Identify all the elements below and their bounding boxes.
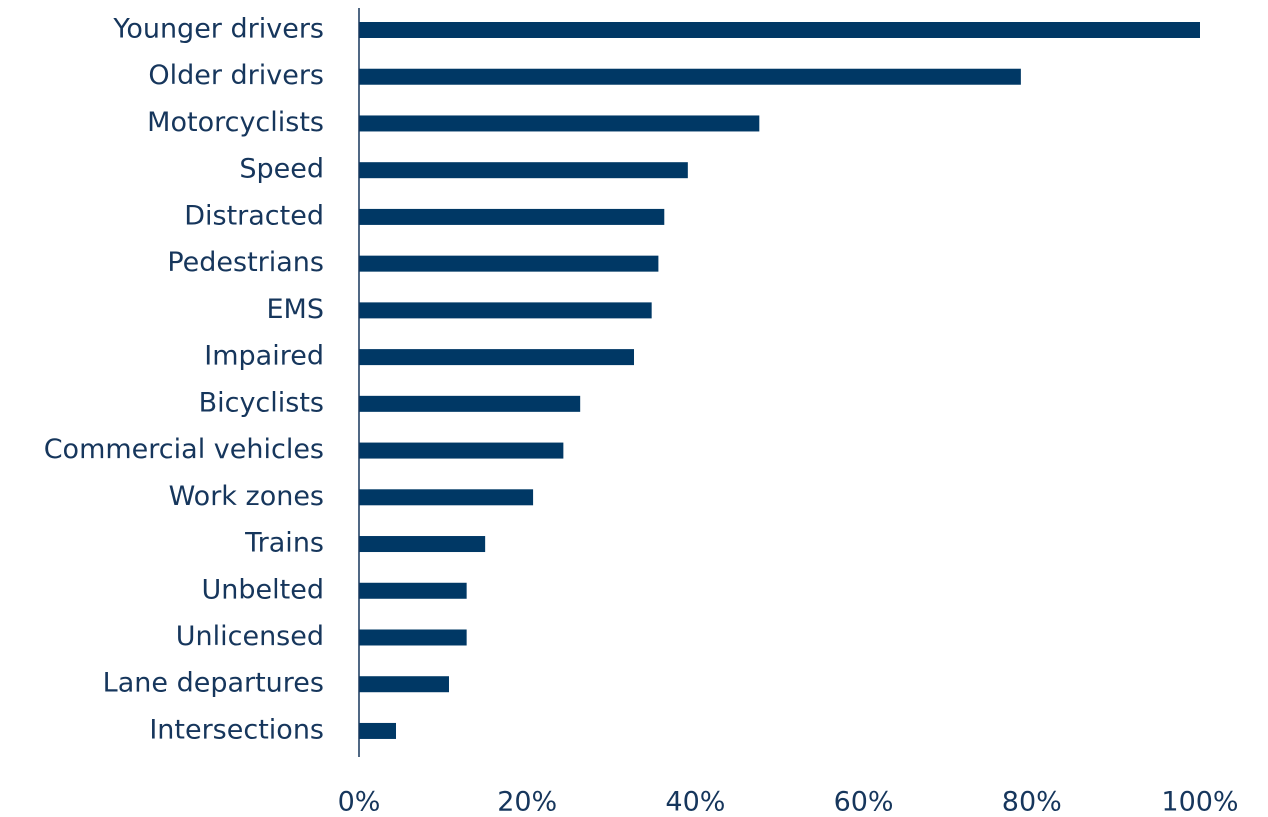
y-tick-label: Unlicensed xyxy=(176,621,324,652)
bar xyxy=(359,349,635,366)
y-tick-label: EMS xyxy=(267,294,325,325)
y-tick-label: Bicyclists xyxy=(199,387,324,418)
x-tick-label: 40% xyxy=(665,787,725,817)
x-tick-label: 100% xyxy=(1161,787,1238,817)
bar xyxy=(359,115,760,132)
y-tick-label: Motorcyclists xyxy=(147,107,324,138)
bar xyxy=(359,208,665,225)
bar xyxy=(359,68,1021,85)
y-tick-label: Trains xyxy=(244,528,324,559)
y-tick-label: Work zones xyxy=(169,481,324,512)
bar xyxy=(359,22,1200,38)
y-tick-label: Impaired xyxy=(204,341,324,372)
y-tick-label: Intersections xyxy=(149,714,324,745)
y-tick-label: Distracted xyxy=(184,200,324,231)
x-tick-label: 60% xyxy=(834,787,894,817)
y-tick-label: Older drivers xyxy=(148,60,324,91)
bar xyxy=(359,676,449,693)
bar xyxy=(359,255,659,272)
bar xyxy=(359,489,534,506)
y-tick-label: Unbelted xyxy=(202,574,324,605)
bar xyxy=(359,442,564,459)
y-tick-label: Speed xyxy=(239,154,324,185)
bar xyxy=(359,582,467,599)
y-tick-label: Lane departures xyxy=(103,668,324,699)
bar xyxy=(359,162,688,179)
bar xyxy=(359,536,486,553)
bar xyxy=(359,395,581,412)
bar xyxy=(359,722,397,739)
y-tick-label: Pedestrians xyxy=(167,247,324,278)
x-tick-label: 0% xyxy=(338,787,381,817)
bar xyxy=(359,302,652,319)
y-tick-label: Commercial vehicles xyxy=(44,434,324,465)
x-tick-label: 20% xyxy=(497,787,557,817)
x-tick-label: 80% xyxy=(1002,787,1062,817)
bar xyxy=(359,629,467,646)
y-tick-label: Younger drivers xyxy=(112,14,324,45)
